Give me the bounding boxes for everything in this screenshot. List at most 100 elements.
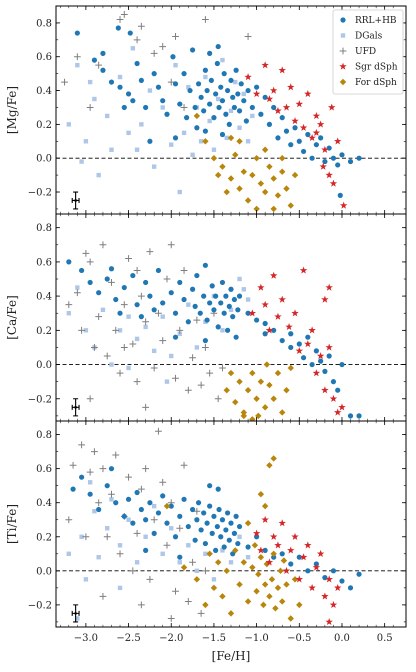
point-rrl-hb <box>216 104 222 111</box>
point-ufd <box>206 369 214 377</box>
point-dgals <box>151 503 157 509</box>
point-ufd <box>129 567 137 575</box>
point-sgr-dsph <box>325 283 333 291</box>
point-ufd <box>180 267 188 274</box>
point-ufd <box>91 448 98 456</box>
point-sgr-dsph <box>338 403 346 411</box>
y-tick-label: 0.4 <box>36 498 52 509</box>
y-axis-label: [Mg/Fe] <box>5 86 19 134</box>
point-for-dsph <box>261 404 269 411</box>
point-dgals <box>194 345 200 350</box>
panel-1: −0.2 0.0 0.2 0.4 0.6 0.8 [Ca/Fe] <box>5 213 407 422</box>
legend-marker-ufd <box>339 47 347 55</box>
point-rrl-hb <box>138 314 144 320</box>
x-tick-label: −0.5 <box>287 633 311 644</box>
point-for-dsph <box>283 387 290 394</box>
point-rrl-hb <box>236 293 243 299</box>
point-sgr-dsph <box>308 583 316 591</box>
point-sgr-dsph <box>285 323 293 331</box>
point-for-dsph <box>257 553 265 561</box>
point-sgr-dsph <box>339 201 348 209</box>
point-rrl-hb <box>164 111 170 117</box>
point-for-dsph <box>206 550 213 557</box>
point-ufd <box>214 395 222 403</box>
point-sgr-dsph <box>248 309 257 317</box>
point-rrl-hb <box>211 115 217 121</box>
point-dgals <box>151 348 157 354</box>
point-rrl-hb <box>356 571 362 577</box>
point-rrl-hb <box>184 115 190 121</box>
point-ufd <box>150 49 158 57</box>
point-rrl-hb <box>115 25 121 31</box>
point-rrl-hb <box>219 279 226 286</box>
point-for-dsph <box>279 168 286 175</box>
point-rrl-hb <box>198 94 204 100</box>
point-sgr-dsph <box>291 309 299 317</box>
point-ufd <box>176 326 184 334</box>
point-ufd <box>172 33 179 40</box>
point-rrl-hb <box>347 158 354 165</box>
point-for-dsph <box>279 409 286 416</box>
point-dgals <box>75 285 80 290</box>
point-ufd <box>167 615 175 622</box>
point-rrl-hb <box>181 496 187 502</box>
y-tick-label: −0.2 <box>28 188 52 199</box>
point-rrl-hb <box>160 493 166 499</box>
point-dgals <box>105 526 110 531</box>
point-for-dsph <box>232 151 239 159</box>
point-ufd <box>167 241 175 249</box>
point-sgr-dsph <box>265 95 274 103</box>
point-ufd <box>142 465 150 473</box>
point-rrl-hb <box>356 155 362 161</box>
point-rrl-hb <box>194 272 200 279</box>
point-ufd <box>184 598 192 605</box>
point-rrl-hb <box>134 489 140 496</box>
point-for-dsph <box>240 412 248 420</box>
point-for-dsph <box>227 610 235 617</box>
point-dgals <box>126 130 131 136</box>
point-rrl-hb <box>356 413 362 419</box>
point-dgals <box>203 551 208 556</box>
point-rrl-hb <box>326 145 332 151</box>
y-tick-label: 0.0 <box>36 566 52 577</box>
point-rrl-hb <box>170 54 176 60</box>
y-tick-label: 0.6 <box>36 257 52 268</box>
point-sgr-dsph <box>319 162 327 170</box>
point-for-dsph <box>236 378 243 385</box>
point-dgals <box>241 91 247 97</box>
point-dgals <box>75 616 80 621</box>
point-rrl-hb <box>192 104 198 111</box>
point-for-dsph <box>249 369 256 377</box>
x-tick-label: −1.5 <box>202 633 226 644</box>
point-rrl-hb <box>187 87 193 94</box>
point-rrl-hb <box>224 510 231 516</box>
point-rrl-hb <box>172 310 179 316</box>
point-rrl-hb <box>155 84 162 90</box>
point-ufd <box>99 465 107 473</box>
point-rrl-hb <box>143 517 149 523</box>
point-rrl-hb <box>288 344 294 351</box>
point-dgals <box>228 560 234 565</box>
point-dgals <box>143 324 148 330</box>
point-dgals <box>117 328 123 333</box>
point-for-dsph <box>291 171 299 179</box>
x-tick-label: −1.0 <box>244 633 268 644</box>
point-rrl-hb <box>262 547 268 553</box>
point-for-dsph <box>253 205 260 213</box>
y-tick-label: 0.4 <box>36 292 52 303</box>
point-rrl-hb <box>172 135 179 141</box>
point-rrl-hb <box>271 554 277 560</box>
point-rrl-hb <box>322 575 328 581</box>
point-sgr-dsph <box>269 271 278 279</box>
point-rrl-hb <box>113 296 119 303</box>
point-dgals <box>245 139 251 144</box>
point-ufd <box>78 326 86 334</box>
point-ufd <box>112 326 120 334</box>
point-ufd <box>180 104 188 111</box>
point-rrl-hb <box>147 293 153 299</box>
point-ufd <box>189 558 196 566</box>
point-for-dsph <box>266 593 273 600</box>
point-rrl-hb <box>204 317 210 323</box>
point-dgals <box>109 497 114 502</box>
point-dgals <box>143 534 148 539</box>
